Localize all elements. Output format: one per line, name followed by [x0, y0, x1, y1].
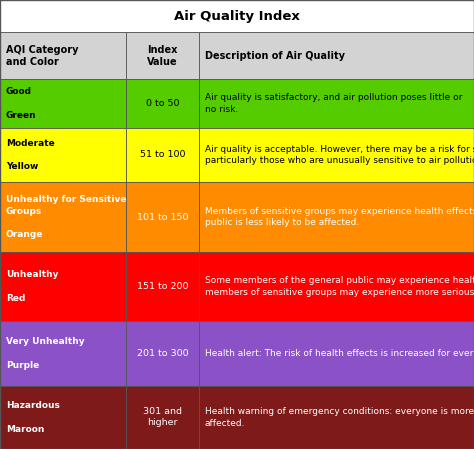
Text: 201 to 300: 201 to 300	[137, 349, 188, 358]
Text: Air Quality Index: Air Quality Index	[174, 10, 300, 22]
Text: Health alert: The risk of health effects is increased for everyone.: Health alert: The risk of health effects…	[205, 349, 474, 358]
Bar	[0, 32, 126, 79]
Text: Index
Value: Index Value	[147, 45, 178, 67]
Bar	[0, 321, 126, 386]
Bar	[0, 386, 126, 449]
Text: 151 to 200: 151 to 200	[137, 282, 188, 291]
Text: Unhealthy

Red: Unhealthy Red	[6, 270, 58, 303]
Text: Very Unhealthy

Purple: Very Unhealthy Purple	[6, 337, 84, 370]
Text: Moderate

Yellow: Moderate Yellow	[6, 139, 55, 171]
Bar	[199, 32, 474, 79]
Bar	[0, 182, 126, 252]
Text: 101 to 150: 101 to 150	[137, 212, 188, 222]
Text: Air quality is satisfactory, and air pollution poses little or
no risk.: Air quality is satisfactory, and air pol…	[205, 93, 462, 114]
Text: Good

Green: Good Green	[6, 87, 36, 120]
Bar	[126, 79, 199, 128]
Text: 51 to 100: 51 to 100	[140, 150, 185, 159]
Text: Health warning of emergency conditions: everyone is more likely to be
affected.: Health warning of emergency conditions: …	[205, 407, 474, 427]
Bar	[199, 182, 474, 252]
Bar	[199, 386, 474, 449]
Text: Unhealthy for Sensitive
Groups

Orange: Unhealthy for Sensitive Groups Orange	[6, 195, 126, 239]
Bar	[0, 128, 126, 182]
Text: 301 and
higher: 301 and higher	[143, 407, 182, 427]
Text: Members of sensitive groups may experience health effects. The general
public is: Members of sensitive groups may experien…	[205, 207, 474, 227]
Bar	[0, 79, 126, 128]
Bar	[126, 182, 199, 252]
Text: Description of Air Quality: Description of Air Quality	[205, 51, 345, 61]
Bar	[199, 321, 474, 386]
Bar	[126, 252, 199, 321]
Bar	[199, 128, 474, 182]
Bar	[0, 0, 474, 32]
Text: Hazardous

Maroon: Hazardous Maroon	[6, 401, 60, 434]
Bar	[199, 252, 474, 321]
Text: AQI Category
and Color: AQI Category and Color	[6, 45, 78, 67]
Text: Some members of the general public may experience health effects;
members of sen: Some members of the general public may e…	[205, 277, 474, 297]
Bar	[199, 79, 474, 128]
Text: 0 to 50: 0 to 50	[146, 99, 179, 108]
Bar	[126, 386, 199, 449]
Bar	[126, 321, 199, 386]
Text: Air quality is acceptable. However, there may be a risk for some people,
particu: Air quality is acceptable. However, ther…	[205, 145, 474, 165]
Bar	[0, 252, 126, 321]
Bar	[126, 32, 199, 79]
Bar	[126, 128, 199, 182]
